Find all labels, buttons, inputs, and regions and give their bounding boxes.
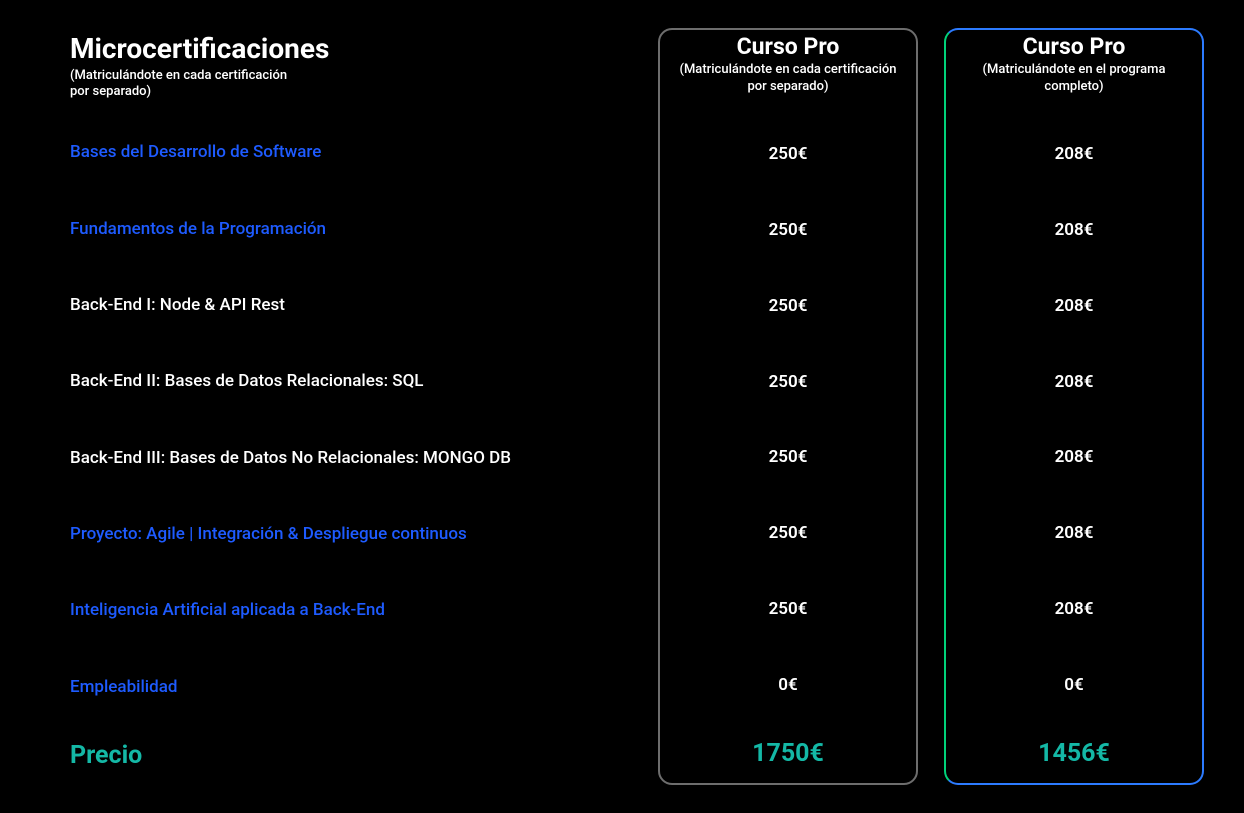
course-label: Back-End III: Bases de Datos No Relacion… <box>70 420 632 496</box>
course-link[interactable]: Inteligencia Artificial aplicada a Back-… <box>70 572 632 648</box>
price-cell: 0€ <box>964 647 1184 723</box>
price-cell: 208€ <box>964 344 1184 420</box>
price-cell: 250€ <box>678 495 898 571</box>
price-cell: 0€ <box>678 647 898 723</box>
column-labels-header: Microcertificaciones (Matriculándote en … <box>70 28 632 114</box>
price-cell: 208€ <box>964 420 1184 496</box>
column-subtitle: (Matriculándote en cada certificación po… <box>678 62 898 95</box>
price-cell: 250€ <box>678 420 898 496</box>
price-total: 1456€ <box>964 723 1184 783</box>
price-cell: 250€ <box>678 344 898 420</box>
price-cell: 208€ <box>964 192 1184 268</box>
column-subtitle: (Matriculándote en el programa completo) <box>964 62 1184 95</box>
course-link[interactable]: Proyecto: Agile | Integración & Desplieg… <box>70 496 632 572</box>
price-cell: 250€ <box>678 268 898 344</box>
price-cell: 208€ <box>964 495 1184 571</box>
price-cell: 208€ <box>964 116 1184 192</box>
table-title: Microcertificaciones <box>70 32 632 66</box>
course-link[interactable]: Empleabilidad <box>70 649 632 725</box>
price-list: 250€ 250€ 250€ 250€ 250€ 250€ 250€ 0€ <box>678 116 898 723</box>
course-label: Back-End II: Bases de Datos Relacionales… <box>70 343 632 419</box>
column-labels: Microcertificaciones (Matriculándote en … <box>70 28 632 785</box>
course-link[interactable]: Bases del Desarrollo de Software <box>70 114 632 190</box>
price-cell: 250€ <box>678 116 898 192</box>
price-total: 1750€ <box>678 723 898 783</box>
column-curso-pro-separate: Curso Pro (Matriculándote en cada certif… <box>658 28 918 785</box>
course-label: Back-End I: Node & API Rest <box>70 267 632 343</box>
course-list: Bases del Desarrollo de Software Fundame… <box>70 114 632 725</box>
price-cell: 250€ <box>678 192 898 268</box>
table-subtitle: (Matriculándote en cada certificación po… <box>70 68 290 101</box>
column-curso-pro-complete: Curso Pro (Matriculándote en el programa… <box>944 28 1204 785</box>
column-title: Curso Pro <box>737 34 840 60</box>
column-title: Curso Pro <box>1023 34 1126 60</box>
pricing-table: Microcertificaciones (Matriculándote en … <box>0 0 1244 813</box>
price-cell: 208€ <box>964 268 1184 344</box>
price-cell: 250€ <box>678 571 898 647</box>
column-header: Curso Pro (Matriculándote en cada certif… <box>678 30 898 116</box>
price-label: Precio <box>70 725 632 785</box>
column-header: Curso Pro (Matriculándote en el programa… <box>964 30 1184 116</box>
course-link[interactable]: Fundamentos de la Programación <box>70 190 632 266</box>
price-cell: 208€ <box>964 571 1184 647</box>
price-list: 208€ 208€ 208€ 208€ 208€ 208€ 208€ 0€ <box>964 116 1184 723</box>
